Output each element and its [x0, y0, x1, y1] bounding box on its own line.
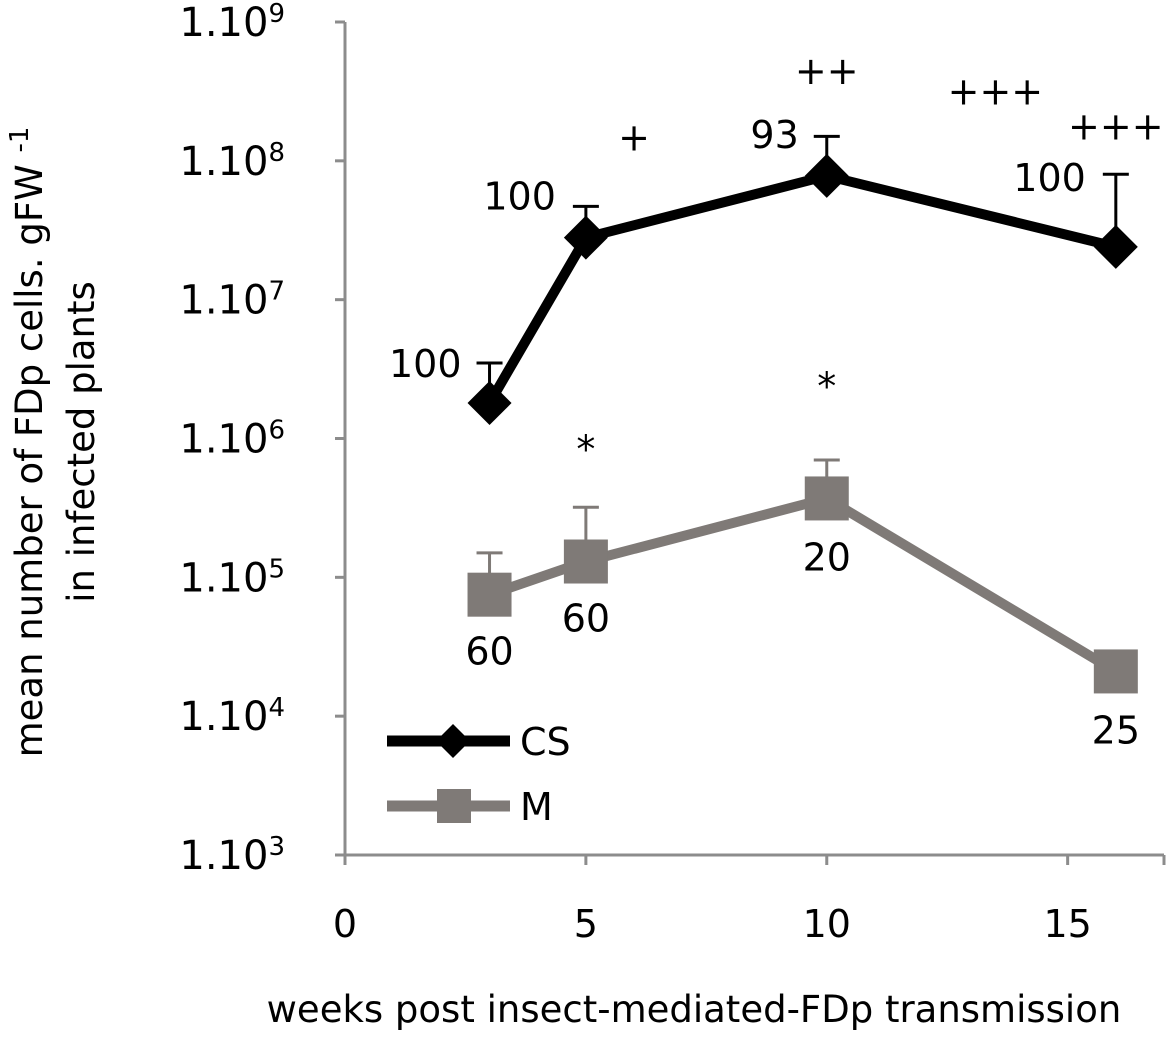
y-tick-label-5: 1.108 — [179, 138, 285, 185]
marker-cs-0 — [467, 381, 512, 426]
y-tick-label-1: 1.104 — [179, 693, 285, 740]
y-tick-label-base-3: 1.10 — [179, 417, 268, 463]
x-axis-title: weeks post insect-mediated-FDp transmiss… — [267, 988, 1122, 1031]
x-tick-label-2: 10 — [803, 902, 851, 946]
x-tick-label-3: 15 — [1043, 902, 1091, 946]
y-tick-label-3: 1.106 — [179, 416, 285, 463]
legend-m-marker — [437, 789, 471, 823]
marker-cs-3 — [1093, 224, 1138, 269]
data-label-m-3: 25 — [1092, 708, 1140, 752]
y-tick-label-exp-5: 8 — [268, 138, 285, 168]
annotations: +++ ++++++** — [576, 49, 1163, 471]
y-tick-label-base-6: 1.10 — [179, 0, 268, 46]
series-line-cs — [485, 170, 1118, 406]
y-tick-label-base-1: 1.10 — [179, 694, 268, 740]
y-axis-title: mean number of FDp cells. gFW -1 in infe… — [5, 127, 103, 758]
legend-entry-cs: CS — [387, 720, 571, 764]
y-axis-title-main: mean number of FDp cells. gFW — [8, 164, 51, 757]
y-tick-label-exp-2: 5 — [268, 554, 285, 584]
y-tick-label-base-2: 1.10 — [179, 555, 268, 601]
marker-m-2 — [804, 476, 849, 521]
data-label-m-0: 60 — [465, 630, 513, 674]
marker-m-0 — [467, 572, 512, 617]
y-tick-label-2: 1.105 — [179, 554, 285, 601]
annotation-2: +++ — [948, 70, 1044, 114]
x-tick-label-0: 0 — [333, 902, 357, 946]
series-line-m — [487, 493, 1119, 676]
y-tick-label-exp-6: 9 — [268, 0, 285, 29]
legend-cs-marker — [436, 724, 470, 758]
data-label-m-1: 60 — [562, 597, 610, 641]
y-tick-label-base-5: 1.10 — [179, 139, 268, 185]
y-axis-title-line2: in infected plants — [60, 281, 103, 603]
legend-cs-label: CS — [520, 720, 571, 764]
y-tick-label-exp-1: 4 — [268, 693, 285, 723]
y-axis-title-superscript: -1 — [5, 127, 35, 153]
legend-m-label: M — [520, 785, 553, 829]
y-tick-label-exp-3: 6 — [268, 416, 285, 446]
y-tick-label-exp-4: 7 — [268, 277, 285, 307]
data-label-cs-2: 93 — [750, 113, 798, 157]
annotation-0: + — [618, 115, 650, 159]
x-tick-label-1: 5 — [574, 902, 598, 946]
data-label-m-2: 20 — [803, 535, 851, 579]
y-tick-label-base-4: 1.10 — [179, 278, 268, 324]
y-tick-label-6: 1.109 — [179, 0, 285, 46]
annotation-3: +++ — [1068, 104, 1164, 148]
y-tick-label-exp-0: 3 — [268, 832, 285, 862]
y-ticks — [335, 20, 345, 857]
series-layer: 100 100 93 100 60 60 20 25 — [389, 113, 1140, 753]
data-label-cs-3: 100 — [1013, 156, 1086, 200]
annotation-4: * — [576, 427, 595, 471]
series-m: 60 60 20 25 — [465, 458, 1140, 752]
marker-cs-2 — [804, 153, 849, 198]
y-tick-label-base-0: 1.10 — [179, 833, 268, 879]
marker-cs-1 — [563, 215, 608, 260]
annotation-5: * — [817, 365, 836, 409]
marker-m-3 — [1093, 649, 1138, 694]
y-axis-title-line1: mean number of FDp cells. gFW -1 — [5, 127, 51, 758]
y-tick-label-0: 1.103 — [179, 832, 285, 879]
data-label-cs-0: 100 — [389, 342, 462, 386]
y-tick-label-4: 1.107 — [179, 277, 285, 324]
legend: CS M — [387, 720, 571, 829]
legend-entry-m: M — [387, 785, 553, 829]
x-ticks — [343, 855, 1166, 865]
annotation-1: ++ — [795, 49, 859, 93]
data-label-cs-1: 100 — [483, 175, 556, 219]
series-cs: 100 100 93 100 — [389, 113, 1138, 426]
marker-m-1 — [563, 539, 608, 584]
x-tick-labels: 0 5 10 15 — [333, 902, 1092, 946]
